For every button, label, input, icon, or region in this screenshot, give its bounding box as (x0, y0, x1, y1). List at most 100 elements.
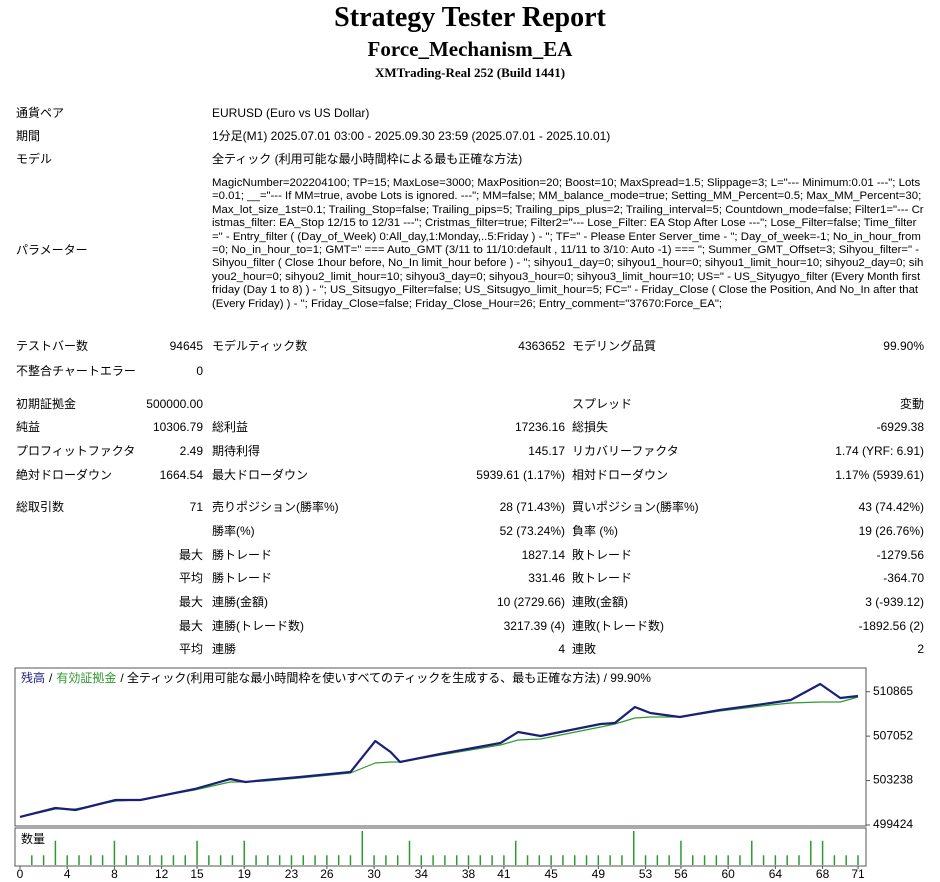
stat-value: 43 (74.42%) (858, 500, 924, 514)
stat-value: 平均 (178, 571, 203, 585)
stat-value: 10 (2729.66) (496, 595, 565, 609)
stat-label: 連勝(トレード数) (212, 619, 304, 633)
stat-label: 敗トレード (572, 548, 633, 562)
stat-label: 初期証拠金 (16, 397, 77, 411)
stat-label: 純益 (16, 420, 41, 434)
stat-label: テストバー数 (16, 339, 89, 353)
x-tick-label: 71 (851, 867, 865, 881)
x-tick-label: 68 (816, 867, 830, 881)
stat-value: 17236.16 (514, 420, 565, 434)
stat-value: 19 (26.76%) (858, 524, 924, 538)
stat-value: 331.46 (528, 571, 565, 585)
stat-value: 1.17% (5939.61) (835, 468, 924, 482)
legend-separator: / (49, 671, 53, 685)
stat-value: 28 (71.43%) (499, 500, 565, 514)
stat-value: 4 (558, 642, 565, 656)
stat-value: 平均 (178, 642, 203, 656)
x-tick-label: 60 (721, 867, 735, 881)
stat-label: 買いポジション(勝率%) (572, 500, 699, 514)
parameters: MagicNumber=202204100; TP=15; MaxLose=30… (212, 177, 924, 310)
stat-value: -6929.38 (876, 420, 924, 434)
x-tick-label: 4 (64, 867, 71, 881)
y-tick-label: 499424 (873, 817, 913, 831)
stat-value: 71 (189, 500, 203, 514)
volume-label: 数量 (21, 831, 45, 846)
stat-value: -1892.56 (2) (858, 619, 924, 633)
x-tick-label: 49 (592, 867, 606, 881)
stat-label: 総損失 (572, 420, 609, 434)
stat-label: 相対ドローダウン (572, 468, 669, 482)
stat-value: 最大 (178, 619, 203, 633)
volume-frame (14, 827, 867, 867)
x-tick-label: 23 (285, 867, 299, 881)
stat-label: モデルティック数 (212, 339, 308, 353)
y-tick-label: 510865 (873, 684, 913, 698)
stat-value: 2.49 (179, 444, 203, 458)
y-tick-label: 507052 (873, 728, 913, 742)
stat-value: 94645 (169, 339, 203, 353)
stat-value: 1827.14 (521, 548, 565, 562)
x-tick-label: 12 (155, 867, 169, 881)
stat-label: リカバリーファクタ (572, 444, 679, 458)
stat-label: 連勝 (212, 642, 237, 656)
stat-label: 負率 (%) (572, 524, 618, 538)
stat-value: 10306.79 (152, 420, 203, 434)
stat-value: 3 (-939.12) (865, 595, 924, 609)
stat-value: 1664.54 (159, 468, 203, 482)
ea-name: Force_Mechanism_EA (367, 37, 573, 61)
x-tick-label: 19 (238, 867, 252, 881)
x-tick-label: 8 (111, 867, 118, 881)
info-label: 通貨ペア (16, 106, 65, 120)
stat-label: 連敗(金額) (572, 595, 628, 609)
stat-value: 3217.39 (4) (503, 619, 565, 633)
build-info: XMTrading-Real 252 (Build 1441) (374, 65, 566, 80)
stat-value: 500000.00 (146, 397, 203, 411)
stat-value: -1279.56 (876, 548, 924, 562)
stat-label: プロフィットファクタ (16, 444, 136, 458)
stat-label: 期待利得 (212, 444, 261, 458)
stat-label: 売りポジション(勝率%) (212, 500, 339, 514)
stat-label: 連敗 (572, 642, 597, 656)
legend-entry: 有効証拠金 (56, 670, 116, 685)
stat-label: 勝率(%) (212, 524, 255, 538)
x-tick-label: 30 (367, 867, 381, 881)
report-title: Strategy Tester Report (334, 2, 606, 33)
stat-label: 総利益 (212, 420, 249, 434)
stat-value: 最大 (178, 595, 203, 609)
stat-label: スプレッド (572, 397, 633, 411)
stat-label: モデリング品質 (572, 339, 657, 353)
chart-frame (14, 667, 867, 827)
stat-value: 145.17 (528, 444, 565, 458)
x-tick-label: 26 (320, 867, 334, 881)
stat-label: 勝トレード (212, 548, 273, 562)
stat-label: 連勝(金額) (212, 595, 268, 609)
stat-label: 勝トレード (212, 571, 273, 585)
stat-value: 2 (917, 642, 924, 656)
series-line (19, 682, 859, 819)
stat-label: 不整合チャートエラー (16, 364, 136, 378)
x-tick-label: 41 (497, 867, 511, 881)
info-label: モデル (16, 152, 53, 166)
x-tick-label: 38 (462, 867, 476, 881)
stat-value: 4363652 (518, 339, 565, 353)
legend-note: / 全ティック(利用可能な最小時間枠を使いすべてのティックを生成する、最も正確な… (120, 670, 651, 685)
legend-entry: 残高 (21, 670, 45, 685)
stat-value: 1.74 (YRF: 6.91) (835, 444, 924, 458)
stat-value: 最大 (178, 548, 203, 562)
info-value: EURUSD (Euro vs US Dollar) (212, 106, 370, 120)
stat-label: 総取引数 (16, 500, 65, 514)
stat-value: -364.70 (883, 571, 924, 585)
stat-value: 52 (73.24%) (499, 524, 565, 538)
stat-label: 絶対ドローダウン (16, 468, 113, 482)
stat-value: 5939.61 (1.17%) (476, 468, 565, 482)
x-tick-label: 34 (415, 867, 429, 881)
stat-label: 連敗(トレード数) (572, 619, 664, 633)
stat-value: 変動 (899, 397, 924, 411)
x-tick-label: 64 (769, 867, 783, 881)
info-value: 全ティック (利用可能な最小時間枠による最も正確な方法) (212, 152, 523, 166)
y-tick-label: 503238 (873, 773, 913, 787)
stat-value: 0 (196, 364, 203, 378)
x-tick-label: 56 (674, 867, 688, 881)
